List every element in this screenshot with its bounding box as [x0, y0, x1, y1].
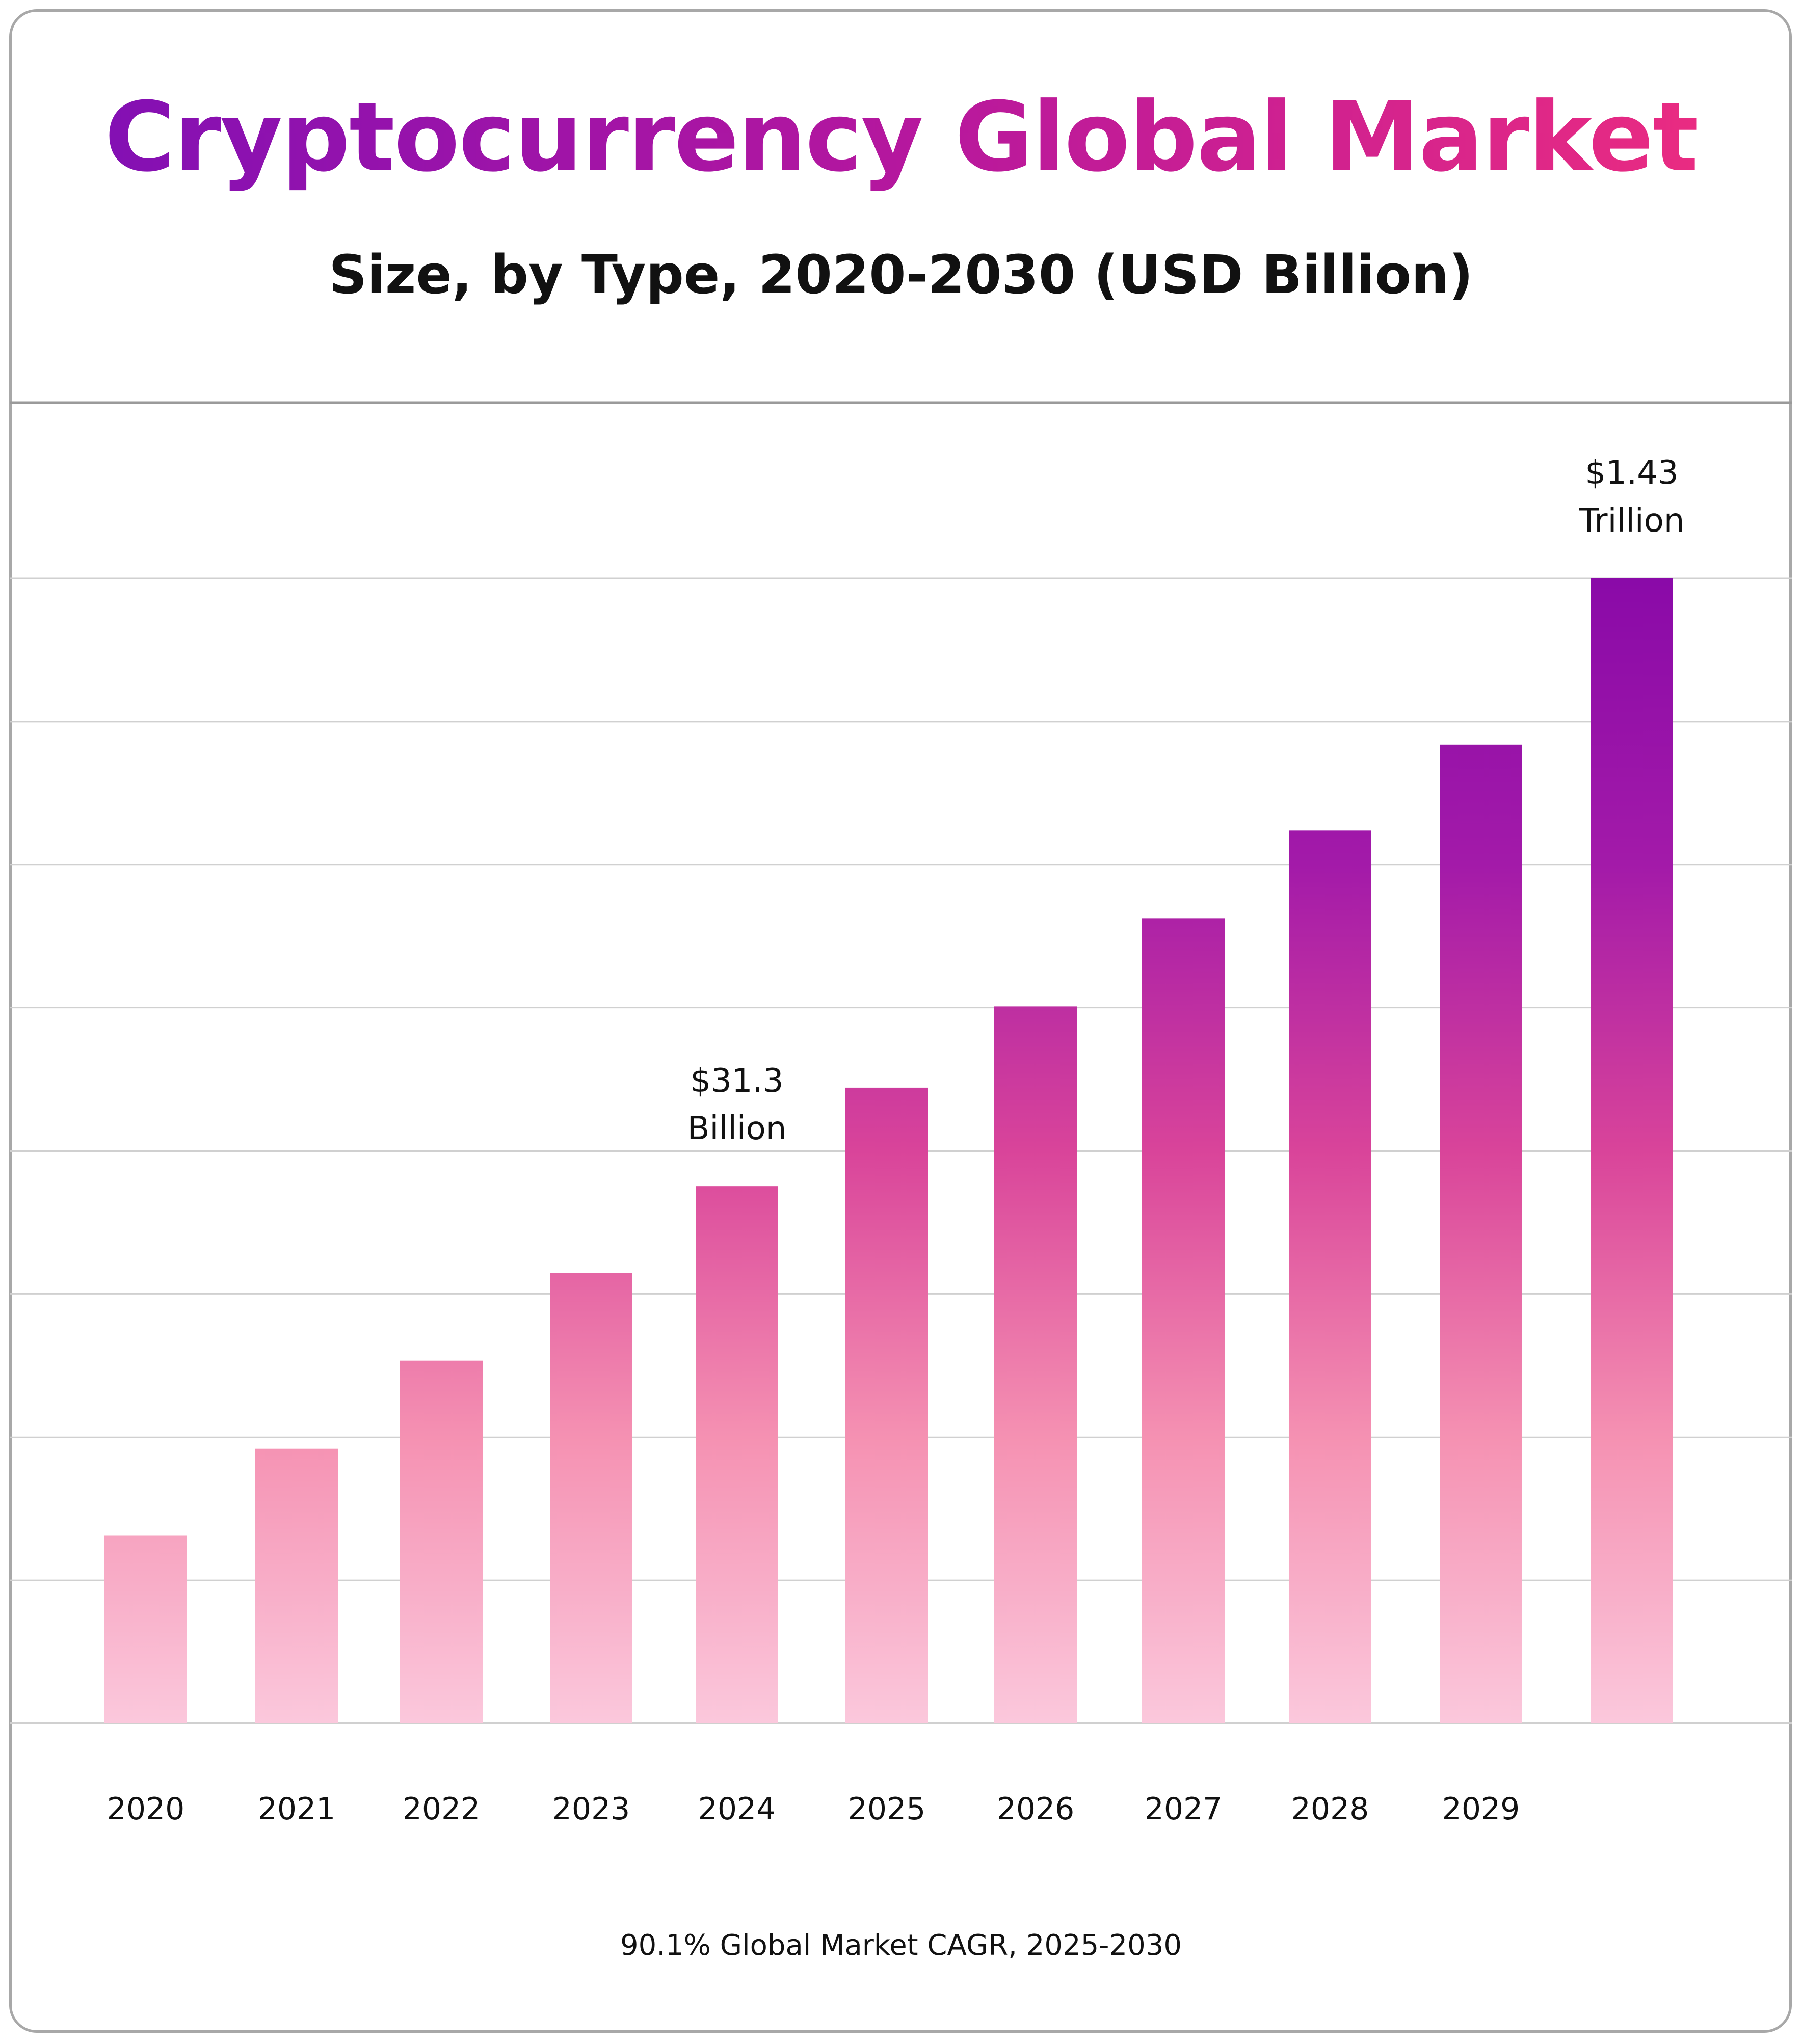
bar [255, 1448, 338, 1723]
x-tick-label: 2023 [552, 1791, 630, 1827]
chart-title: Cryptocurrency Global Market [0, 82, 1802, 193]
x-tick-label: 2029 [1442, 1791, 1520, 1827]
x-axis-labels: 2020 2021 2022 2023 2024 2025 2026 2027 2028 2029 [107, 1791, 1520, 1827]
bar [994, 1006, 1077, 1723]
value-annotation: $31.3 [690, 1062, 783, 1100]
value-annotation: $1.43 [1585, 454, 1678, 492]
bar [104, 1535, 187, 1723]
bar [400, 1360, 483, 1723]
bar [1440, 744, 1522, 1723]
x-tick-label: 2028 [1291, 1791, 1369, 1827]
x-tick-label: 2027 [1145, 1791, 1223, 1827]
bar [1142, 918, 1225, 1723]
chart-subtitle: Size, by Type, 2020-2030 (USD Billion) [329, 244, 1473, 306]
value-annotation: Billion [687, 1110, 787, 1148]
x-tick-label: 2020 [107, 1791, 185, 1827]
value-annotation: Trillion [1579, 502, 1685, 540]
x-tick-label: 2025 [848, 1791, 926, 1827]
bar [1289, 830, 1371, 1723]
bar [1591, 578, 1673, 1723]
x-tick-label: 2026 [997, 1791, 1075, 1827]
annotations-group: $31.3 Billion $1.43 Trillion [687, 454, 1685, 1148]
x-tick-label: 2022 [403, 1791, 481, 1827]
x-tick-label: 2024 [698, 1791, 776, 1827]
bar [696, 1186, 778, 1723]
bar [550, 1273, 632, 1723]
bars-group [104, 578, 1673, 1723]
x-tick-label: 2021 [258, 1791, 336, 1827]
cagr-footer: 90.1% Global Market CAGR, 2025-2030 [620, 1929, 1182, 1962]
bar [845, 1087, 928, 1723]
